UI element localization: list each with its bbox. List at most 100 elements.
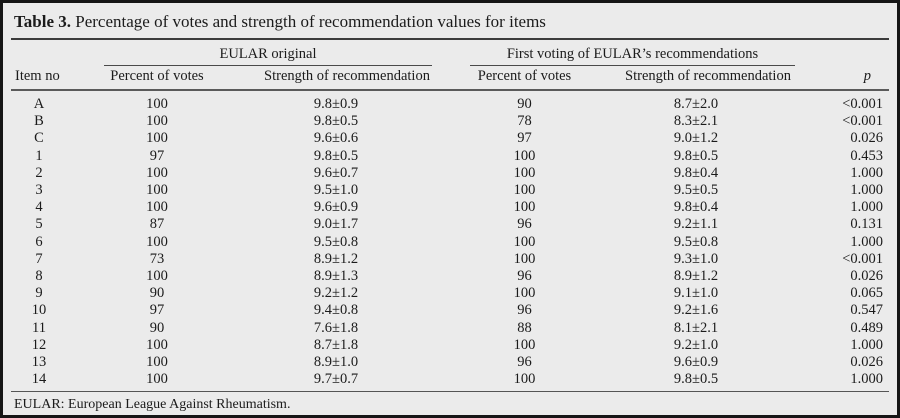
- column-header-strength-1: Strength of recommendation: [264, 68, 430, 84]
- table-row: A 100 9.8±0.9 90 8.7±2.0 <0.001: [11, 90, 889, 113]
- table-cell: 9.6±0.7: [313, 164, 359, 181]
- table-cell: 9.0±1.7: [313, 216, 359, 233]
- table-cell: 90: [149, 285, 165, 302]
- column-header-strength-2: Strength of recommendation: [625, 68, 791, 84]
- table-cell: 1.000: [850, 164, 883, 181]
- column-header-percent-votes-2: Percent of votes: [477, 68, 572, 84]
- table-cell: 9.6±0.9: [313, 199, 359, 216]
- table-cell: 0.065: [850, 285, 883, 302]
- table-cell: 100: [513, 336, 536, 353]
- table-cell: C: [34, 130, 44, 147]
- table-cell: 100: [146, 164, 168, 181]
- table-body: A 100 9.8±0.9 90 8.7±2.0 <0.001 B 100 9.8±0.5 78 8…: [11, 90, 889, 388]
- table-cell: 8.7±2.0: [673, 96, 719, 112]
- table-cell: 78: [517, 113, 532, 130]
- table-cell: 10: [31, 302, 47, 319]
- table-cell: 100: [146, 354, 168, 371]
- table-cell: 5: [35, 216, 43, 233]
- table-cell: 0.131: [850, 216, 883, 233]
- table-cell: 97: [517, 130, 532, 147]
- table-cell: 8.9±1.2: [313, 250, 359, 267]
- table-row: 9 90 9.2±1.2 100 9.1±1.0 0.065: [11, 285, 889, 302]
- table-cell: 100: [146, 130, 168, 147]
- table-cell: 100: [513, 182, 536, 199]
- data-table: EULAR original First voting of EULAR’s r…: [11, 40, 889, 388]
- table-cell: 8.3±2.1: [673, 113, 719, 130]
- table-cell: 1.000: [850, 336, 883, 353]
- table-row: 10 97 9.4±0.8 96 9.2±1.6 0.547: [11, 302, 889, 319]
- table-cell: 100: [146, 113, 168, 130]
- table-cell: 73: [149, 250, 165, 267]
- table-cell: 100: [513, 164, 536, 181]
- table-cell: 100: [146, 233, 168, 250]
- table-cell: 8.9±1.3: [313, 268, 359, 285]
- table-cell: 96: [517, 216, 532, 233]
- table-cell: 0.026: [850, 130, 883, 147]
- table-footnote: EULAR: European League Against Rheumatis…: [11, 391, 889, 413]
- column-header-percent-votes-1: Percent of votes: [110, 68, 204, 84]
- table-cell: 100: [513, 250, 536, 267]
- table-cell: <0.001: [842, 250, 883, 267]
- table-cell: 11: [32, 319, 46, 336]
- table-cell: 1.000: [850, 371, 883, 388]
- table-cell: 9.7±0.7: [313, 371, 359, 388]
- table-cell: 9.8±0.5: [313, 147, 359, 164]
- table-cell: 97: [149, 147, 165, 164]
- table-cell: 9.8±0.4: [673, 199, 719, 216]
- table-row: 8 100 8.9±1.3 96 8.9±1.2 0.026: [11, 268, 889, 285]
- table-cell: 8.9±1.2: [673, 268, 719, 285]
- table-cell: 9.8±0.4: [673, 164, 719, 181]
- table-row: C 100 9.6±0.6 97 9.0±1.2 0.026: [11, 130, 889, 147]
- table-cell: 100: [146, 96, 168, 112]
- table-cell: 12: [31, 336, 47, 353]
- table-cell: 100: [146, 336, 168, 353]
- table-cell: 9.1±1.0: [673, 285, 719, 302]
- table-cell: 100: [146, 371, 168, 388]
- table-cell: 9.8±0.9: [313, 96, 359, 112]
- group-header-eular-original-label: EULAR original: [104, 46, 432, 66]
- table-cell: 9.5±0.8: [313, 233, 359, 250]
- table-cell: 9.0±1.2: [673, 130, 719, 147]
- table-cell: 97: [149, 302, 165, 319]
- table-row: 1 97 9.8±0.5 100 9.8±0.5 0.453: [11, 148, 889, 165]
- table-cell: 9.6±0.6: [313, 130, 359, 147]
- column-header-item-no: Item no: [15, 68, 60, 84]
- table-cell: 8.9±1.0: [313, 354, 359, 371]
- table-cell: 2: [35, 164, 43, 181]
- column-header-row: Item no Percent of votes Strength of rec…: [11, 66, 889, 90]
- table-row: B 100 9.8±0.5 78 8.3±2.1 <0.001: [11, 113, 889, 130]
- table-cell: 0.026: [850, 268, 883, 285]
- table-cell: 0.547: [850, 302, 883, 319]
- table-cell: 9.8±0.5: [673, 371, 719, 388]
- table-cell: 9.4±0.8: [313, 302, 359, 319]
- table-cell: 0.026: [850, 354, 883, 371]
- table-cell: <0.001: [842, 96, 883, 112]
- table-cell: 96: [517, 302, 532, 319]
- table-cell: 87: [149, 216, 165, 233]
- table-cell: 0.453: [850, 147, 883, 164]
- table-cell: 100: [513, 233, 536, 250]
- table-title-caption: Percentage of votes and strength of reco…: [75, 12, 546, 31]
- table-cell: 100: [146, 182, 168, 199]
- table-cell: 90: [517, 96, 532, 112]
- table-row: 7 73 8.9±1.2 100 9.3±1.0 <0.001: [11, 251, 889, 268]
- column-header-p-value: p: [863, 68, 871, 84]
- table-cell: 8.7±1.8: [313, 336, 359, 353]
- table-header: EULAR original First voting of EULAR’s r…: [11, 40, 889, 90]
- table-row: 3 100 9.5±1.0 100 9.5±0.5 1.000: [11, 182, 889, 199]
- table-cell: 100: [146, 199, 168, 216]
- table-cell: 1.000: [850, 233, 883, 250]
- group-header-spacer: [11, 40, 67, 66]
- table-cell: 100: [513, 371, 536, 388]
- table-cell: 88: [517, 319, 532, 336]
- table-cell: 1.000: [850, 199, 883, 216]
- table-cell: 8: [35, 268, 43, 285]
- table-cell: 9.8±0.5: [313, 113, 359, 130]
- group-header-first-voting: First voting of EULAR’s recommendations: [447, 40, 814, 66]
- table-cell: 90: [149, 319, 165, 336]
- table-cell: A: [33, 96, 45, 112]
- table-title-label: Table 3.: [14, 12, 72, 31]
- table-cell: 9.2±1.1: [673, 216, 719, 233]
- title-rule: [11, 38, 889, 40]
